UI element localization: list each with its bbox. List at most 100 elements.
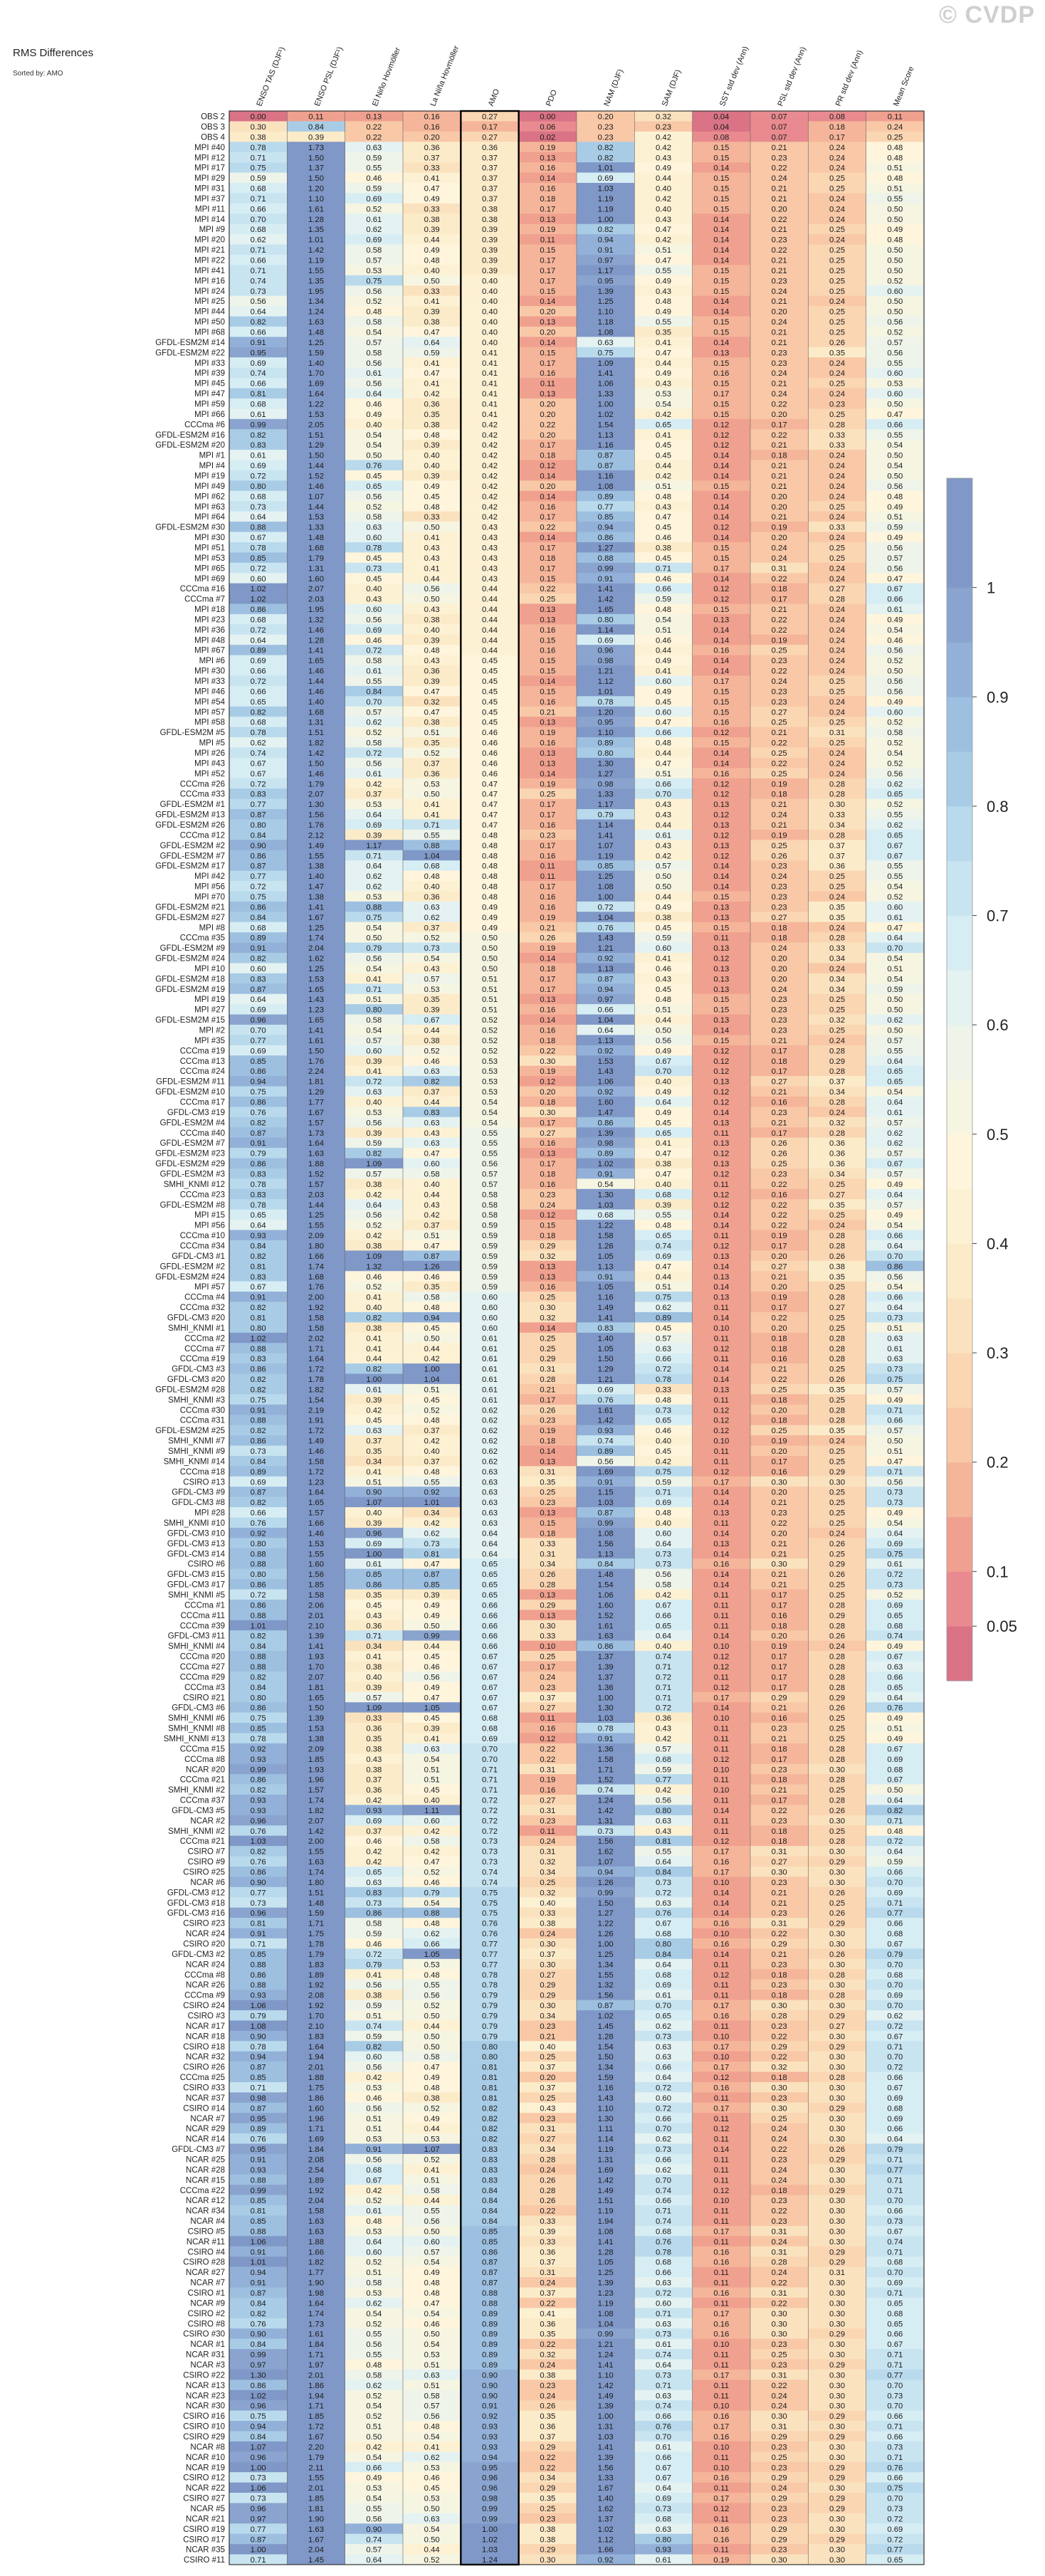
cell-value: 0.24 (829, 1037, 845, 1045)
cell-value: 1.19 (598, 195, 614, 204)
cell-value: 0.16 (540, 1283, 555, 1292)
cell-value: 0.20 (540, 482, 555, 491)
cell-value: 0.28 (829, 1067, 845, 1076)
cell-value: 0.34 (366, 1642, 382, 1651)
cell-value: 0.61 (366, 1561, 382, 1569)
cell-value: 1.41 (308, 1642, 324, 1651)
cell-value: 0.60 (424, 1160, 440, 1168)
cell-value: 0.60 (424, 1817, 440, 1825)
cell-value: 0.54 (887, 626, 903, 635)
cell-value: 1.62 (308, 955, 324, 964)
cell-value: 0.61 (887, 1561, 903, 1569)
cell-value: 0.31 (829, 729, 845, 737)
cell-value: 0.48 (887, 236, 903, 245)
cell-value: 0.50 (424, 596, 440, 604)
cell-value: 0.20 (772, 975, 787, 983)
cell-value: 2.07 (308, 585, 324, 593)
cell-value: 0.49 (887, 1181, 903, 1189)
cell-value: 0.14 (713, 1571, 729, 1579)
cell-value: 0.11 (714, 1817, 729, 1825)
cell-value: 0.49 (424, 1601, 440, 1610)
cell-value: 0.20 (772, 534, 787, 542)
cell-value: 0.59 (424, 349, 440, 357)
cell-value: 0.86 (251, 1067, 266, 1076)
sort-subtitle: Sorted by: AMO (13, 70, 63, 78)
cell-value: 0.36 (424, 400, 440, 408)
heatmap-cell (461, 121, 519, 132)
cell-value: 0.65 (656, 1417, 671, 1425)
heatmap-cell (229, 121, 288, 132)
cell-value: 0.19 (772, 1232, 787, 1240)
cell-value: 0.72 (656, 1366, 671, 1374)
heatmap-cell (518, 450, 577, 460)
heatmap-cell (692, 162, 751, 173)
cell-value: 1.48 (308, 534, 324, 542)
cell-value: 0.53 (482, 1088, 498, 1097)
cell-value: 0.64 (251, 308, 266, 317)
cell-value: 0.17 (772, 1047, 787, 1055)
cell-value: 0.45 (482, 698, 498, 707)
cell-value: 1.48 (308, 1899, 324, 1908)
cell-value: 0.24 (829, 708, 845, 717)
cell-value: 1.68 (308, 1273, 324, 1282)
cell-value: 0.42 (424, 1437, 440, 1446)
cell-value: 0.76 (598, 924, 614, 932)
cell-value: 0.72 (366, 1078, 382, 1087)
cell-value: 0.23 (772, 1909, 787, 1918)
heatmap-cell (750, 470, 809, 481)
cell-value: 0.30 (772, 1561, 787, 1569)
cell-value: 0.16 (540, 647, 555, 655)
cell-value: 0.11 (714, 934, 729, 943)
cell-value: 0.56 (887, 1273, 903, 1282)
heatmap-cell (692, 306, 751, 317)
cell-value: 0.42 (424, 1827, 440, 1836)
cell-value: 1.58 (598, 1756, 614, 1764)
cell-value: 0.96 (251, 1909, 266, 1918)
cell-value: 1.71 (308, 1345, 324, 1353)
cell-value: 0.14 (713, 297, 729, 306)
heatmap-cell (287, 408, 345, 420)
heatmap-cell (692, 337, 751, 348)
cell-value: 0.12 (713, 831, 729, 840)
cell-value: 0.54 (366, 965, 382, 973)
heatmap-cell (229, 223, 288, 235)
cell-value: 1.56 (598, 1837, 614, 1846)
cell-value: 0.12 (540, 1078, 555, 1087)
cell-value: 0.73 (424, 1540, 440, 1548)
cell-value: 0.37 (482, 185, 498, 194)
heatmap-cell (229, 388, 288, 399)
heatmap-cell (808, 162, 866, 173)
cell-value: 0.60 (251, 965, 266, 973)
cell-value: 0.68 (251, 400, 266, 408)
cell-value: 0.74 (887, 1632, 903, 1641)
cell-value: 0.61 (482, 1334, 498, 1343)
heatmap-cell (692, 398, 751, 409)
cell-value: 0.72 (251, 626, 266, 635)
cell-value: 1.01 (598, 687, 614, 696)
cell-value: 0.87 (251, 862, 266, 871)
cell-value: 0.40 (482, 297, 498, 306)
heatmap-cell (692, 193, 751, 204)
heatmap-cell (403, 203, 461, 214)
cell-value: 0.50 (482, 934, 498, 943)
cell-value: 1.23 (308, 1006, 324, 1015)
cell-value: 0.15 (713, 1006, 729, 1015)
cell-value: 0.21 (772, 144, 787, 152)
cell-value: 0.23 (540, 1191, 555, 1199)
heatmap-cell (577, 306, 635, 317)
cell-value: 0.49 (424, 482, 440, 491)
cell-value: 0.74 (482, 1869, 498, 1877)
cell-value: 1.41 (308, 647, 324, 655)
cell-value: 0.64 (887, 1242, 903, 1250)
cell-value: 0.66 (482, 1601, 498, 1610)
cell-value: 0.17 (540, 205, 555, 213)
cell-value: 1.00 (424, 1366, 440, 1374)
cell-value: 0.74 (598, 1786, 614, 1795)
cell-value: 0.47 (887, 411, 903, 419)
cell-value: 0.72 (887, 1571, 903, 1579)
cell-value: 0.13 (540, 1457, 555, 1466)
cell-value: 0.29 (829, 1468, 845, 1477)
cell-value: 0.48 (656, 606, 671, 614)
cell-value: 0.56 (366, 955, 382, 964)
cell-value: 0.16 (540, 1006, 555, 1015)
